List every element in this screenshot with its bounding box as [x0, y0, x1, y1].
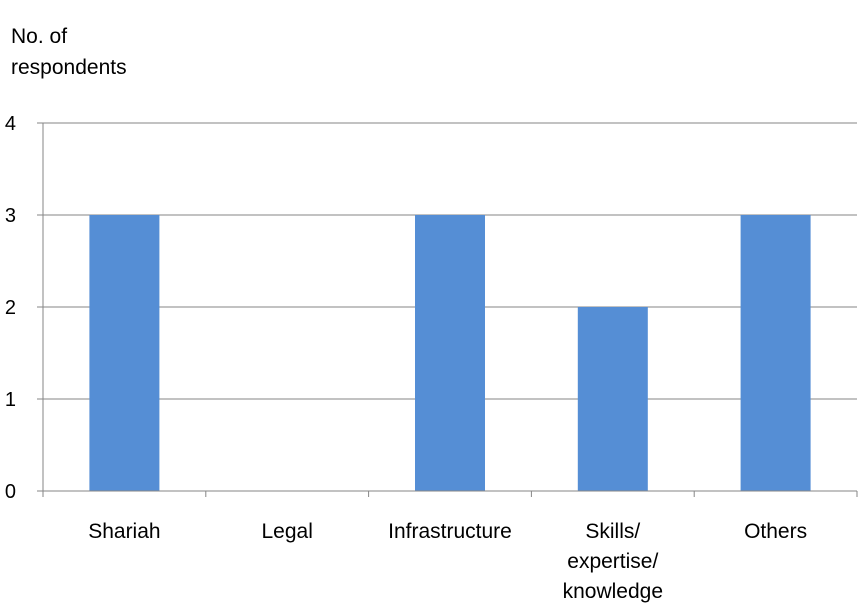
bar: [740, 215, 811, 491]
x-category-label: Legal: [262, 520, 313, 543]
y-tick-label: 2: [5, 297, 16, 319]
y-tick-labels: 0 1 2 3 4: [5, 113, 16, 503]
y-tick-label: 1: [5, 389, 16, 411]
bar: [415, 215, 485, 491]
x-category-label: Infrastructure: [388, 520, 512, 543]
x-category-label: Skills/expertise/knowledge: [563, 520, 663, 603]
bar: [89, 215, 160, 491]
y-axis-label: No. of respondents: [11, 25, 127, 79]
x-category-label: Shariah: [88, 520, 160, 543]
y-tick-label: 3: [5, 205, 16, 227]
bars: [89, 215, 811, 491]
x-category-labels: Shariah Legal Infrastructure Skills/experti…: [88, 520, 807, 603]
bar: [577, 307, 648, 491]
y-tick-label: 4: [5, 113, 16, 135]
x-category-label: Others: [744, 520, 807, 543]
y-axis-label-line-2: respondents: [11, 56, 127, 79]
y-tick-label: 0: [5, 481, 16, 503]
axes: [37, 122, 858, 497]
y-axis-label-line-1: No. of: [11, 25, 67, 48]
